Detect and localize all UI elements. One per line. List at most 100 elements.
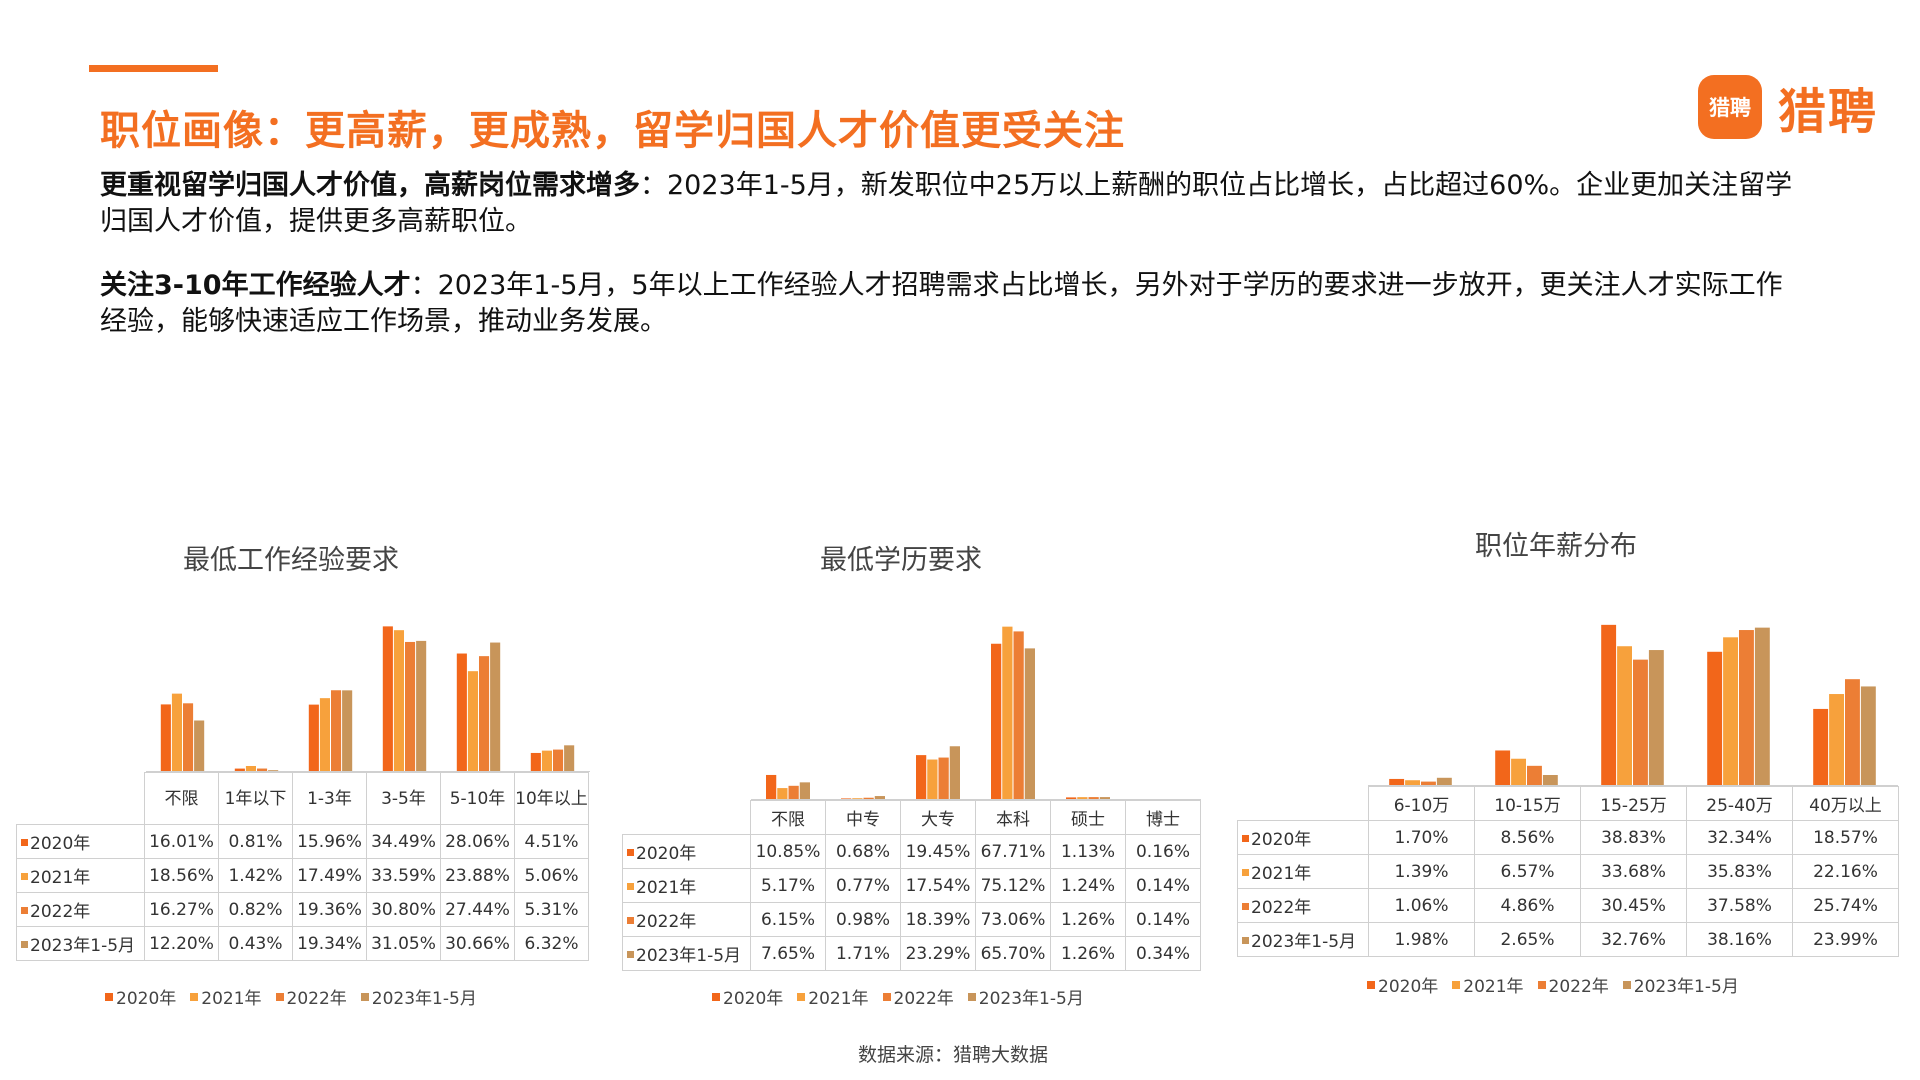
data-label: 5.06% bbox=[514, 858, 589, 893]
table-row: 2020年 16.01% 0.81% 15.96% 34.49% 28.06% 4.51% bbox=[16, 824, 589, 859]
title-accent-line bbox=[89, 65, 218, 72]
category-label: 1年以下 bbox=[218, 772, 293, 825]
series-marker-icon bbox=[627, 848, 634, 856]
data-label: 31.05% bbox=[366, 926, 441, 961]
bar-2023年1-5月-硕士 bbox=[1099, 797, 1110, 800]
salary-data-table: 6-10万 10-15万 15-25万 25-40万 40万以上 2020年 1.70% 8.… bbox=[1237, 786, 1899, 957]
data-label: 0.68% bbox=[825, 834, 901, 869]
data-label: 6.32% bbox=[514, 926, 589, 961]
bar-2023年1-5月-中专 bbox=[874, 796, 885, 800]
data-label: 5.17% bbox=[750, 868, 826, 903]
data-label: 30.80% bbox=[366, 892, 441, 927]
bar-2023年1-5月-大专 bbox=[949, 746, 960, 800]
data-label: 17.49% bbox=[292, 858, 367, 893]
bar-2020年-大专 bbox=[916, 755, 927, 800]
data-label: 1.24% bbox=[1050, 868, 1126, 903]
series-marker-icon bbox=[1242, 902, 1249, 910]
paragraph-heading: 更重视留学归国人才价值，高薪岗位需求增多 bbox=[100, 170, 640, 201]
bar-2020年-不限 bbox=[160, 704, 171, 772]
series-name: 2021年 bbox=[1251, 864, 1312, 884]
bar-2021年-硕士 bbox=[1077, 797, 1088, 800]
bar-2023年1-5月-5-10年 bbox=[490, 642, 501, 772]
series-label: 2020年 bbox=[16, 824, 145, 859]
data-label: 16.27% bbox=[144, 892, 219, 927]
paragraph-body: ：2023年1-5月，新发职位中25万以上薪酬的职位占比增长，占比超过60%。企… bbox=[100, 170, 1793, 237]
data-label: 16.01% bbox=[144, 824, 219, 859]
legend-swatch-icon bbox=[275, 992, 284, 1001]
bar-2020年-1年以下 bbox=[234, 768, 245, 772]
bar-2021年-25-40万 bbox=[1723, 637, 1738, 786]
chart-title: 最低学历要求 bbox=[820, 545, 982, 576]
category-label: 5-10年 bbox=[440, 772, 515, 825]
data-label: 33.68% bbox=[1580, 854, 1687, 889]
table-row: 2023年1-5月 7.65% 1.71% 23.29% 65.70% 1.26% 0.34… bbox=[622, 936, 1201, 971]
data-label: 0.16% bbox=[1125, 834, 1201, 869]
series-marker-icon bbox=[1242, 868, 1249, 876]
bar-2020年-3-5年 bbox=[382, 626, 393, 772]
category-label: 不限 bbox=[750, 800, 826, 835]
series-label: 2022年 bbox=[1237, 888, 1369, 923]
table-row: 2020年 1.70% 8.56% 38.83% 32.34% 18.57% bbox=[1237, 820, 1899, 855]
bar-2023年1-5月-15-25万 bbox=[1648, 650, 1664, 786]
chart-legend: 2020年 2021年 2022年 2023年1-5月 bbox=[105, 984, 491, 1009]
data-label: 28.06% bbox=[440, 824, 515, 859]
category-label: 博士 bbox=[1125, 800, 1201, 835]
bar-2023年1-5月-1-3年 bbox=[342, 690, 353, 772]
bar-2021年-不限 bbox=[777, 788, 788, 800]
data-label: 37.58% bbox=[1686, 888, 1793, 923]
data-label: 0.98% bbox=[825, 902, 901, 937]
bar-2022年-1年以下 bbox=[257, 768, 268, 772]
bar-2022年-25-40万 bbox=[1739, 630, 1754, 786]
series-name: 2020年 bbox=[1251, 830, 1312, 850]
legend-label: 2022年 bbox=[1548, 977, 1609, 997]
series-name: 2021年 bbox=[30, 868, 91, 888]
category-label: 10-15万 bbox=[1474, 786, 1581, 821]
legend-label: 2023年1-5月 bbox=[978, 989, 1084, 1009]
data-label: 22.16% bbox=[1792, 854, 1899, 889]
data-label: 5.31% bbox=[514, 892, 589, 927]
bar-2023年1-5月-10-15万 bbox=[1542, 775, 1558, 786]
series-name: 2022年 bbox=[636, 912, 697, 932]
chart-legend: 2020年 2021年 2022年 2023年1-5月 bbox=[712, 984, 1098, 1009]
experience-bar-chart bbox=[146, 626, 590, 772]
data-label: 25.74% bbox=[1792, 888, 1899, 923]
legend-item: 2023年1-5月 bbox=[967, 984, 1084, 1009]
logo-text: 猎聘 bbox=[1778, 84, 1879, 140]
education-bar-chart bbox=[751, 626, 1201, 801]
education-data-table: 不限 中专 大专 本科 硕士 博士 2020年 10.85% 0.68% 19.45% 67.71%… bbox=[622, 800, 1201, 971]
series-name: 2021年 bbox=[636, 878, 697, 898]
data-label: 4.51% bbox=[514, 824, 589, 859]
legend-item: 2022年 bbox=[275, 984, 347, 1009]
category-label: 25-40万 bbox=[1686, 786, 1793, 821]
legend-swatch-icon bbox=[1622, 980, 1631, 989]
category-label: 本科 bbox=[975, 800, 1051, 835]
series-label: 2023年1-5月 bbox=[16, 926, 145, 961]
legend-item: 2021年 bbox=[797, 984, 869, 1009]
chart-title: 职位年薪分布 bbox=[1475, 531, 1637, 562]
legend-swatch-icon bbox=[967, 992, 976, 1001]
category-label: 15-25万 bbox=[1580, 786, 1687, 821]
data-label: 1.98% bbox=[1368, 922, 1475, 957]
table-row: 2020年 10.85% 0.68% 19.45% 67.71% 1.13% 0.16% bbox=[622, 834, 1201, 869]
bar-2021年-1-3年 bbox=[319, 698, 330, 772]
bar-2022年-3-5年 bbox=[405, 641, 416, 772]
legend-swatch-icon bbox=[1367, 980, 1375, 989]
table-corner bbox=[622, 800, 751, 835]
data-label: 1.06% bbox=[1368, 888, 1475, 923]
data-label: 2.65% bbox=[1474, 922, 1581, 957]
series-marker-icon bbox=[1242, 936, 1249, 944]
bar-2020年-10-15万 bbox=[1495, 750, 1511, 786]
table-row: 2022年 16.27% 0.82% 19.36% 30.80% 27.44% 5.31% bbox=[16, 892, 589, 927]
data-label: 4.86% bbox=[1474, 888, 1581, 923]
series-label: 2020年 bbox=[1237, 820, 1369, 855]
data-label: 30.66% bbox=[440, 926, 515, 961]
bar-2022年-15-25万 bbox=[1633, 659, 1648, 786]
data-label: 17.54% bbox=[900, 868, 976, 903]
category-label: 10年以上 bbox=[514, 772, 589, 825]
data-label: 32.76% bbox=[1580, 922, 1687, 957]
table-row: 2021年 5.17% 0.77% 17.54% 75.12% 1.24% 0.14% bbox=[622, 868, 1201, 903]
bar-2022年-5-10年 bbox=[479, 656, 490, 772]
legend-label: 2020年 bbox=[116, 989, 177, 1009]
bar-2021年-本科 bbox=[1002, 626, 1013, 800]
series-label: 2023年1-5月 bbox=[1237, 922, 1369, 957]
